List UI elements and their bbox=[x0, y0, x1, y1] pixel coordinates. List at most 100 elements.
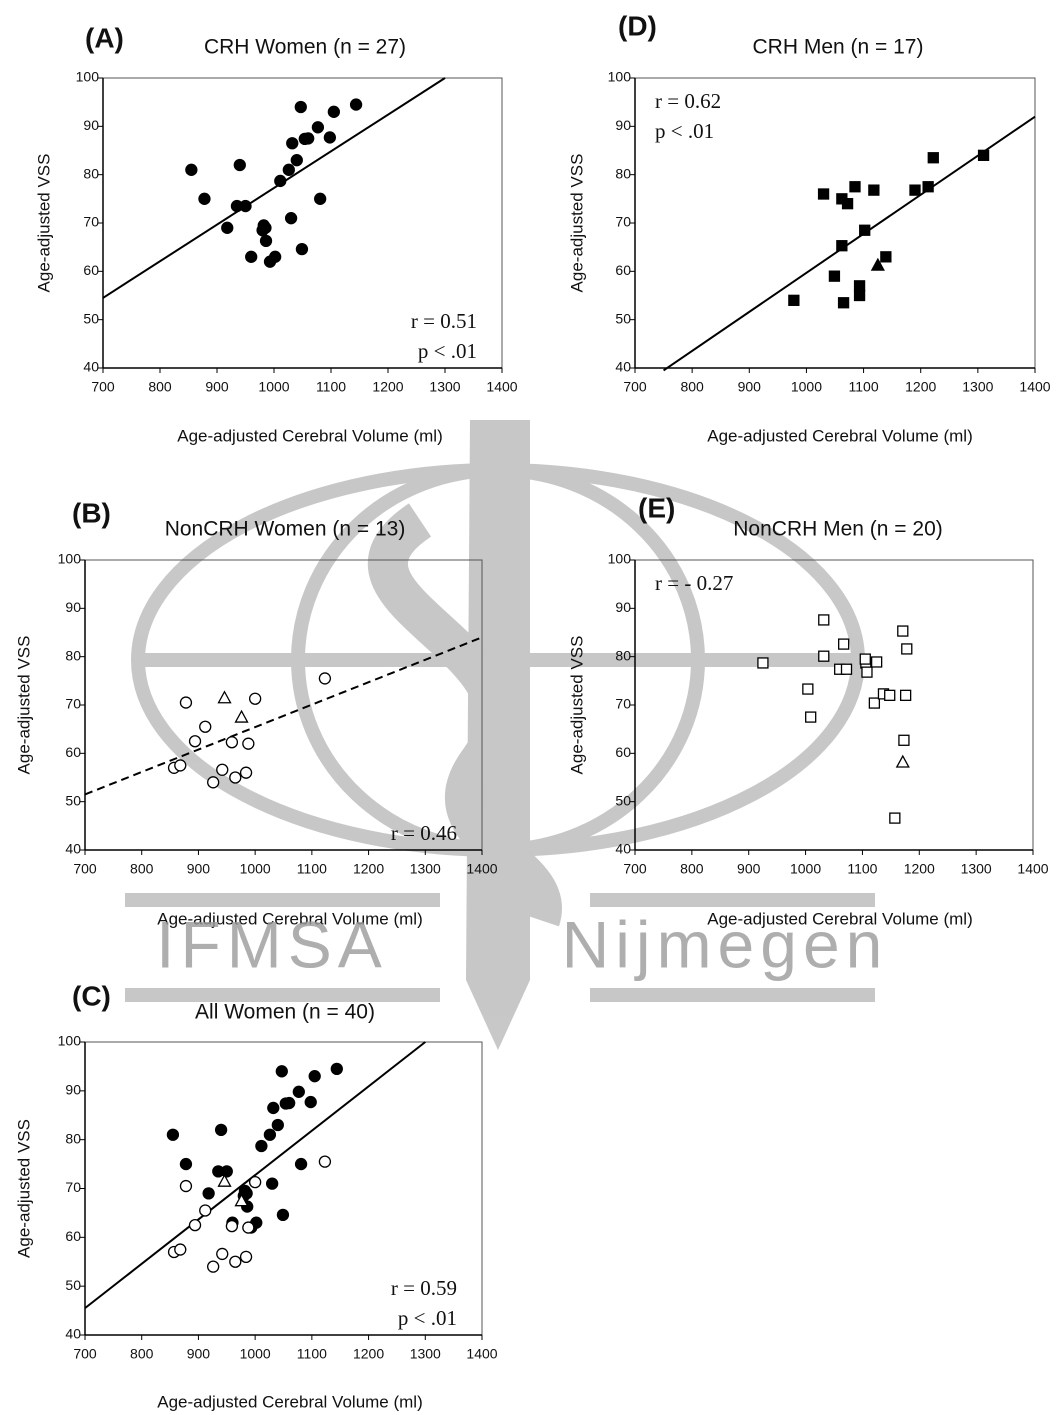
chart-title: CRH Women (n = 27) bbox=[204, 36, 406, 59]
y-tick-label: 40 bbox=[615, 359, 631, 375]
x-tick-label: 700 bbox=[73, 1346, 97, 1362]
x-tick-label: 700 bbox=[73, 861, 97, 877]
x-tick-label: 1000 bbox=[240, 861, 271, 877]
y-tick-label: 70 bbox=[65, 1179, 81, 1195]
point bbox=[202, 1187, 215, 1200]
x-tick-label: 900 bbox=[205, 379, 229, 395]
point bbox=[304, 1095, 317, 1109]
y-tick-label: 70 bbox=[615, 214, 631, 230]
point bbox=[283, 1096, 296, 1110]
point bbox=[290, 154, 303, 167]
panel: 700 800 900 1000 1100 1200 1300 1400 40 50 60 70 80 9… bbox=[14, 980, 497, 1411]
panel: 700 800 900 1000 1100 1200 1300 1400 40 50 60 70 80 9… bbox=[14, 497, 497, 928]
point bbox=[174, 759, 187, 772]
point bbox=[263, 1128, 277, 1141]
point bbox=[255, 1139, 268, 1153]
x-tick-label: 1200 bbox=[353, 861, 384, 877]
point bbox=[217, 1173, 232, 1187]
point bbox=[311, 121, 325, 134]
point bbox=[275, 1065, 288, 1078]
panel-label: (E) bbox=[638, 492, 675, 523]
point bbox=[266, 1177, 279, 1190]
x-tick-label: 1300 bbox=[410, 861, 441, 877]
panel-label: (D) bbox=[618, 10, 657, 41]
point bbox=[271, 1118, 284, 1132]
y-tick-label: 60 bbox=[65, 1228, 81, 1244]
x-tick-label: 1400 bbox=[466, 1346, 497, 1362]
point bbox=[897, 625, 909, 637]
y-tick-label: 80 bbox=[615, 165, 631, 181]
point bbox=[239, 1250, 253, 1264]
y-tick-label: 40 bbox=[83, 359, 99, 375]
point bbox=[977, 149, 990, 161]
fit-line bbox=[84, 1041, 426, 1309]
x-tick-label: 1100 bbox=[849, 379, 879, 395]
y-tick-label: 70 bbox=[83, 214, 99, 230]
x-tick-label: 1000 bbox=[258, 379, 289, 395]
annotation: p < .01 bbox=[655, 119, 714, 143]
point bbox=[221, 221, 234, 234]
point bbox=[757, 657, 769, 669]
watermark-text: IFMSA bbox=[156, 907, 388, 981]
x-axis-label: Age-adjusted Cerebral Volume (ml) bbox=[157, 1392, 423, 1411]
x-tick-label: 700 bbox=[623, 379, 647, 395]
point bbox=[185, 163, 198, 176]
point bbox=[242, 737, 255, 750]
point bbox=[922, 181, 934, 193]
x-axis-label: Age-adjusted Cerebral Volume (ml) bbox=[157, 909, 423, 928]
panel: 700 800 900 1000 1100 1200 1300 1400 40 50 60 70 80 9… bbox=[567, 10, 1050, 445]
y-tick-label: 60 bbox=[615, 262, 631, 278]
point bbox=[817, 188, 830, 200]
point bbox=[836, 240, 848, 252]
x-tick-label: 1300 bbox=[961, 861, 992, 877]
point bbox=[198, 192, 211, 205]
x-tick-label: 1100 bbox=[297, 1346, 327, 1362]
y-tick-label: 40 bbox=[615, 841, 631, 857]
point bbox=[895, 754, 910, 768]
fit-line bbox=[102, 77, 446, 299]
y-tick-label: 60 bbox=[83, 262, 99, 278]
point bbox=[327, 105, 341, 118]
annotation: r = - 0.27 bbox=[655, 571, 733, 595]
x-tick-label: 1000 bbox=[791, 379, 822, 395]
fit-line bbox=[663, 115, 1036, 372]
x-tick-label: 1400 bbox=[1017, 861, 1048, 877]
x-axis-label: Age-adjusted Cerebral Volume (ml) bbox=[707, 909, 973, 928]
point bbox=[276, 1208, 290, 1222]
point bbox=[889, 812, 901, 824]
point bbox=[214, 1123, 228, 1137]
point bbox=[308, 1070, 321, 1083]
point bbox=[870, 656, 883, 668]
chart-title: NonCRH Women (n = 13) bbox=[165, 518, 406, 541]
panel-label: (A) bbox=[85, 22, 124, 53]
y-tick-label: 70 bbox=[615, 696, 631, 712]
y-tick-label: 100 bbox=[58, 1033, 82, 1049]
point bbox=[229, 1255, 242, 1268]
y-tick-label: 80 bbox=[65, 1130, 81, 1146]
y-axis-label: Age-adjusted VSS bbox=[14, 1119, 33, 1258]
point bbox=[841, 198, 854, 210]
y-tick-label: 100 bbox=[76, 69, 100, 85]
y-axis-label: Age-adjusted VSS bbox=[567, 154, 586, 293]
point bbox=[927, 152, 939, 164]
panel-label: (C) bbox=[72, 980, 111, 1011]
watermark-text: Nijmegen bbox=[562, 907, 889, 981]
y-tick-label: 50 bbox=[615, 310, 631, 326]
fit-line bbox=[84, 636, 483, 796]
point bbox=[256, 224, 269, 237]
point bbox=[292, 1085, 305, 1098]
point bbox=[207, 776, 220, 789]
annotation: r = 0.59 bbox=[391, 1276, 457, 1300]
point bbox=[286, 137, 299, 150]
chart-title: CRH Men (n = 17) bbox=[753, 36, 924, 59]
point bbox=[853, 280, 866, 292]
x-tick-label: 800 bbox=[130, 1346, 154, 1362]
point bbox=[179, 696, 193, 709]
annotation: r = 0.62 bbox=[655, 89, 721, 113]
point bbox=[225, 1219, 239, 1233]
x-tick-label: 1400 bbox=[1019, 379, 1050, 395]
point bbox=[166, 1128, 180, 1141]
y-tick-label: 90 bbox=[615, 599, 631, 615]
point bbox=[245, 250, 258, 263]
point bbox=[217, 690, 232, 704]
